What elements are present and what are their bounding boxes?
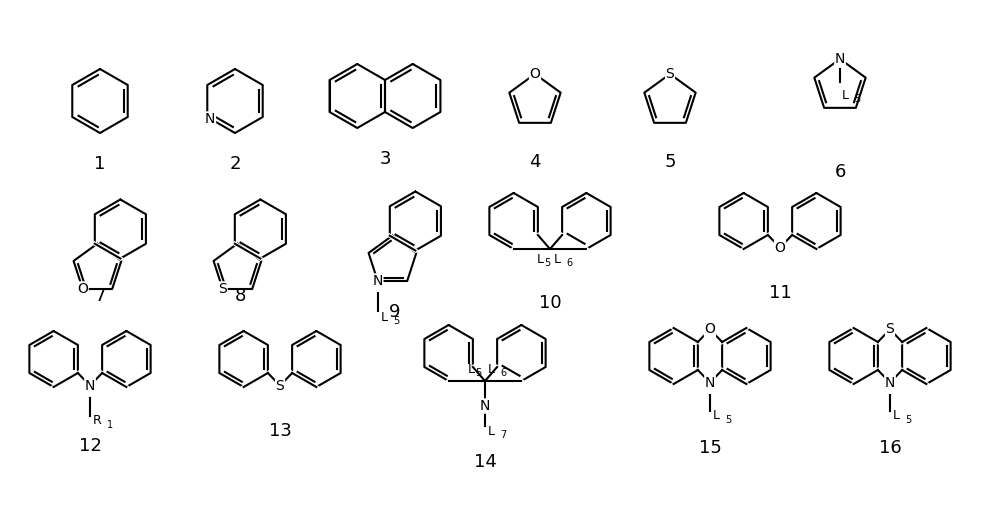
Text: 8: 8: [234, 287, 246, 305]
Text: S: S: [886, 322, 894, 336]
Text: N: N: [85, 379, 95, 392]
Text: 5: 5: [854, 94, 860, 104]
Text: 5: 5: [544, 258, 550, 268]
Text: N: N: [205, 112, 215, 126]
Text: 4: 4: [529, 153, 541, 171]
Text: 6: 6: [834, 163, 846, 181]
Text: N: N: [835, 52, 845, 66]
Text: 7: 7: [94, 287, 106, 305]
Text: L: L: [554, 252, 561, 266]
Text: 9: 9: [389, 303, 401, 320]
Text: N: N: [373, 274, 383, 288]
Text: S: S: [276, 379, 284, 392]
Text: 5: 5: [905, 414, 911, 425]
Text: O: O: [530, 67, 540, 81]
Text: N: N: [480, 399, 490, 413]
Text: 1: 1: [94, 155, 106, 173]
Text: L: L: [488, 362, 495, 376]
Text: L: L: [468, 362, 475, 376]
Text: O: O: [77, 282, 88, 296]
Text: 2: 2: [229, 155, 241, 173]
Text: 5: 5: [664, 153, 676, 171]
Text: 10: 10: [539, 294, 561, 312]
Text: 6: 6: [566, 258, 572, 268]
Text: 1: 1: [107, 420, 113, 430]
Text: O: O: [705, 322, 715, 336]
Text: O: O: [775, 241, 785, 254]
Text: R: R: [93, 414, 102, 427]
Text: 5: 5: [475, 368, 481, 378]
Text: 5: 5: [393, 316, 399, 326]
Text: L: L: [713, 409, 720, 422]
Text: S: S: [666, 67, 674, 81]
Text: 6: 6: [500, 368, 506, 378]
Text: L: L: [537, 252, 544, 266]
Text: L: L: [488, 425, 495, 437]
Text: 16: 16: [879, 439, 901, 457]
Text: 7: 7: [500, 430, 506, 440]
Text: L: L: [842, 88, 849, 102]
Text: 13: 13: [269, 422, 291, 440]
Text: 15: 15: [699, 439, 721, 457]
Text: N: N: [885, 376, 895, 389]
Text: S: S: [218, 282, 227, 296]
Text: 3: 3: [379, 150, 391, 168]
Text: N: N: [705, 376, 715, 389]
Text: 5: 5: [725, 414, 731, 425]
Text: L: L: [381, 311, 388, 323]
Text: 11: 11: [769, 284, 791, 302]
Text: 12: 12: [79, 437, 101, 455]
Text: L: L: [893, 409, 900, 422]
Text: 14: 14: [474, 453, 496, 471]
